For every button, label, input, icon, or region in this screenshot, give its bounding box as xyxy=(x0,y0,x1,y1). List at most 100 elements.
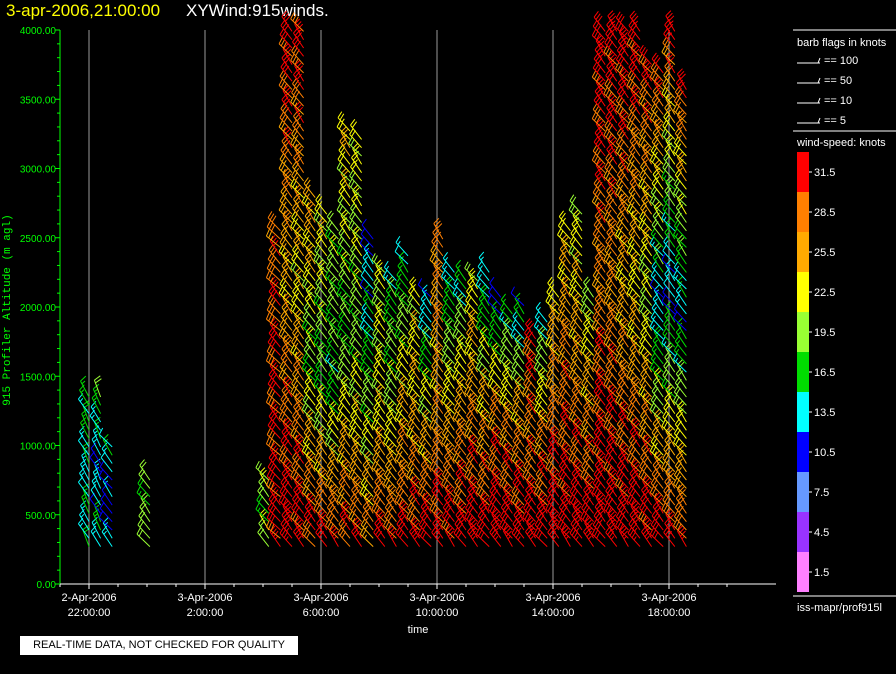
wind-barb xyxy=(315,526,328,547)
wind-barb xyxy=(569,526,583,547)
wind-barb xyxy=(136,485,151,506)
wind-barb xyxy=(431,401,444,423)
legend-speed-label: 31.5 xyxy=(814,167,835,179)
wind-barb xyxy=(571,509,583,531)
wind-barb xyxy=(290,12,304,32)
wind-barb xyxy=(651,94,664,115)
wind-barb xyxy=(441,311,455,331)
wind-barb xyxy=(594,85,606,107)
wind-barb xyxy=(653,492,664,514)
wind-barb xyxy=(616,335,629,356)
wind-barb xyxy=(501,409,513,431)
wind-barb xyxy=(649,70,664,90)
wind-barb xyxy=(568,244,583,265)
wind-barb xyxy=(359,319,374,340)
wind-barb xyxy=(653,159,664,182)
wind-barb xyxy=(359,444,374,464)
wind-barb xyxy=(662,452,676,473)
wind-barb xyxy=(617,450,629,473)
wind-barb xyxy=(605,27,618,49)
wind-barb xyxy=(281,52,293,74)
wind-barb xyxy=(476,393,490,414)
wind-barb xyxy=(603,460,618,481)
wind-barb xyxy=(549,342,560,365)
wind-barb xyxy=(523,418,536,439)
wind-barb xyxy=(278,37,293,57)
wind-barb xyxy=(557,477,571,498)
wind-barb xyxy=(641,442,653,464)
wind-barb xyxy=(580,344,594,365)
wind-barb xyxy=(615,20,629,41)
wind-barb xyxy=(522,344,536,365)
wind-barb xyxy=(396,517,409,539)
wind-barb xyxy=(292,35,304,57)
wind-barb xyxy=(294,226,305,248)
wind-barb xyxy=(675,118,687,140)
wind-barb xyxy=(665,425,676,448)
wind-barb xyxy=(571,384,583,406)
wind-barb xyxy=(615,477,629,498)
wind-barb xyxy=(607,217,618,240)
wind-barb xyxy=(593,343,606,365)
wind-barb xyxy=(618,68,629,90)
wind-barb xyxy=(452,494,467,514)
wind-barb xyxy=(360,269,374,290)
wind-barb xyxy=(383,311,397,331)
wind-barb xyxy=(630,417,641,439)
wind-barb xyxy=(291,86,304,107)
wind-barb xyxy=(466,368,478,390)
wind-barb xyxy=(661,170,676,190)
wind-barb xyxy=(375,425,386,448)
wind-barb xyxy=(664,434,676,456)
wind-barb xyxy=(336,369,351,390)
wind-barb xyxy=(478,459,490,481)
wind-barb xyxy=(511,485,525,506)
wind-barb xyxy=(559,450,571,473)
wind-barb xyxy=(429,502,444,523)
wind-barb xyxy=(325,477,339,498)
wind-barb xyxy=(604,78,618,99)
wind-barb xyxy=(408,493,420,514)
wind-barb xyxy=(348,261,362,282)
wind-barb xyxy=(661,377,676,398)
wind-barb xyxy=(317,508,328,531)
wind-barb xyxy=(607,342,618,365)
wind-barb xyxy=(526,517,537,539)
wind-barb xyxy=(407,460,420,481)
wind-barb xyxy=(265,437,281,456)
wind-barb xyxy=(293,234,305,257)
wind-barb xyxy=(524,451,536,473)
wind-barb xyxy=(570,476,583,498)
wind-barb xyxy=(502,442,513,464)
wind-barb xyxy=(352,184,363,207)
wind-barb xyxy=(293,401,305,423)
wind-barb xyxy=(638,136,652,157)
wind-barb xyxy=(266,344,281,365)
wind-barb xyxy=(267,252,281,273)
wind-barb xyxy=(269,401,281,423)
wind-barb xyxy=(407,377,420,398)
wind-barb xyxy=(630,500,641,522)
wind-barb xyxy=(348,136,362,157)
wind-barb xyxy=(502,400,513,423)
wind-barb xyxy=(301,444,316,464)
wind-barb xyxy=(676,525,687,547)
wind-barb xyxy=(557,394,571,414)
wind-barb xyxy=(374,392,386,414)
wind-barb xyxy=(639,44,652,65)
wind-barb xyxy=(383,477,397,498)
wind-barb xyxy=(615,260,629,282)
wind-barb xyxy=(349,418,362,439)
wind-barb xyxy=(512,517,525,539)
wind-barb xyxy=(408,326,420,348)
wind-barb xyxy=(642,350,653,373)
wind-barb xyxy=(651,135,664,157)
wind-barb xyxy=(282,334,293,356)
wind-barb xyxy=(337,485,351,506)
wind-barb xyxy=(642,267,653,290)
wind-barb xyxy=(282,292,293,315)
wind-barb xyxy=(313,460,328,481)
wind-barb xyxy=(640,326,652,348)
wind-barb xyxy=(99,460,113,481)
wind-barb xyxy=(351,401,363,423)
